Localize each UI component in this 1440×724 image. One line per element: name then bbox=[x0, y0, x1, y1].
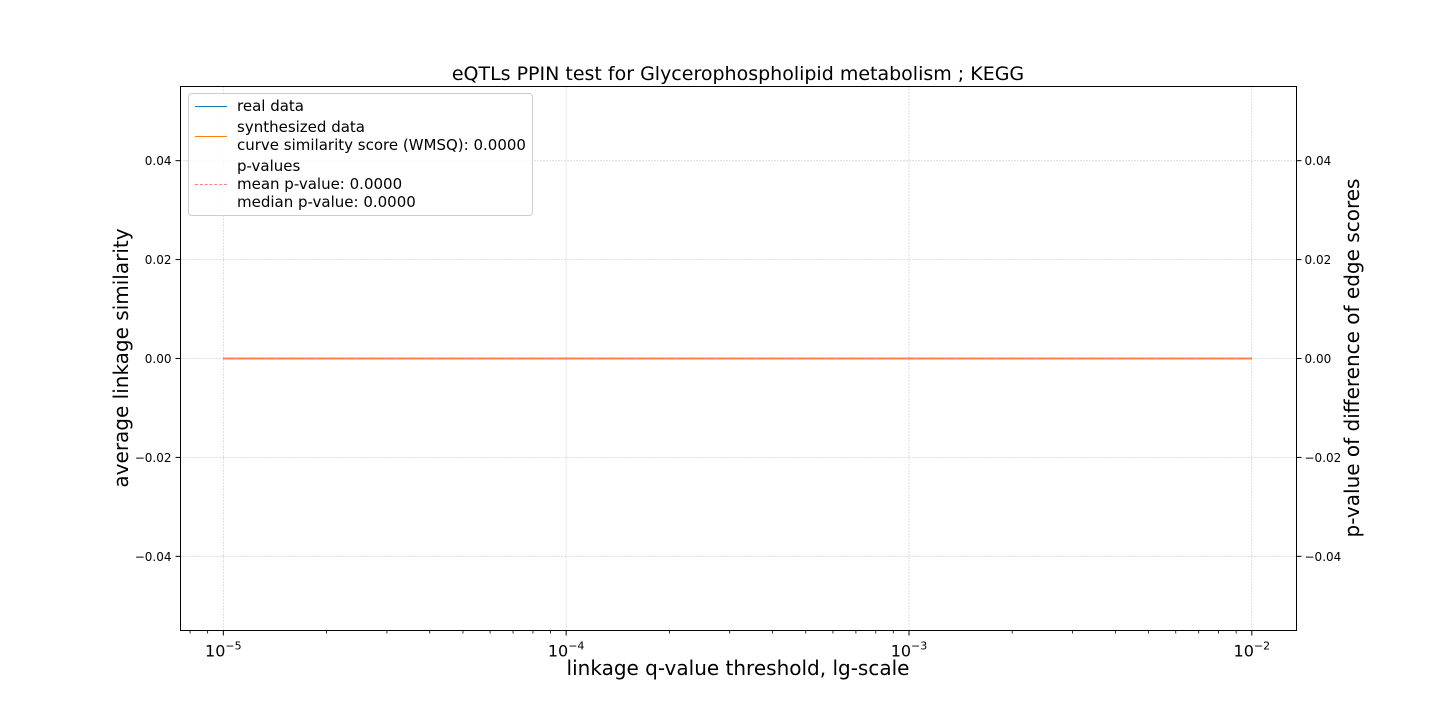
y-tick-label: −0.02 bbox=[135, 451, 172, 465]
legend-text: real data bbox=[237, 97, 304, 115]
y-tick-label: 0.04 bbox=[145, 154, 172, 168]
legend-text: synthesized data curve similarity score (… bbox=[237, 118, 526, 154]
y-tick-label: −0.04 bbox=[135, 550, 172, 564]
axis-layer: 10−5 10−4 10−3 10−2 0.04 0.02 0.00 −0.02 −0.04 0.… bbox=[135, 154, 1342, 660]
y2-tick-label: −0.04 bbox=[1305, 550, 1342, 564]
y-tick-label: 0.00 bbox=[145, 352, 172, 366]
x-tick-label: 10−2 bbox=[1234, 640, 1271, 661]
y-axis-label: average linkage similarity bbox=[109, 228, 133, 487]
legend-swatch bbox=[195, 183, 227, 185]
x-tick-label: 10−3 bbox=[891, 640, 928, 661]
x-tick-label: 10−4 bbox=[548, 640, 585, 661]
legend-text: p-values mean p-value: 0.0000 median p-val… bbox=[237, 157, 416, 211]
legend-entry: p-values mean p-value: 0.0000 median p-val… bbox=[195, 157, 526, 211]
y2-tick-label: −0.02 bbox=[1305, 451, 1342, 465]
x-axis-label: linkage q-value threshold, lg-scale bbox=[567, 656, 910, 680]
legend-entry: synthesized data curve similarity score (… bbox=[195, 118, 526, 154]
chart-title: eQTLs PPIN test for Glycerophospholipid … bbox=[452, 63, 1024, 85]
legend-swatch bbox=[195, 105, 227, 107]
x-tick-label: 10−5 bbox=[205, 640, 242, 661]
legend: real data synthesized data curve similarit… bbox=[188, 93, 533, 216]
y2-axis-label: p-value of difference of edge scores bbox=[1340, 179, 1364, 538]
y2-tick-label: 0.04 bbox=[1305, 154, 1332, 168]
legend-label: real data bbox=[237, 97, 304, 115]
legend-label: synthesized data bbox=[237, 118, 365, 136]
legend-entry: real data bbox=[195, 97, 526, 115]
y2-tick-label: 0.02 bbox=[1305, 253, 1332, 267]
legend-label: p-values bbox=[237, 157, 301, 175]
y2-tick-label: 0.00 bbox=[1305, 352, 1332, 366]
legend-label: curve similarity score (WMSQ): 0.0000 bbox=[237, 136, 526, 154]
legend-swatch bbox=[195, 135, 227, 137]
legend-label: mean p-value: 0.0000 bbox=[237, 175, 403, 193]
y-tick-label: 0.02 bbox=[145, 253, 172, 267]
legend-label: median p-value: 0.0000 bbox=[237, 193, 416, 211]
